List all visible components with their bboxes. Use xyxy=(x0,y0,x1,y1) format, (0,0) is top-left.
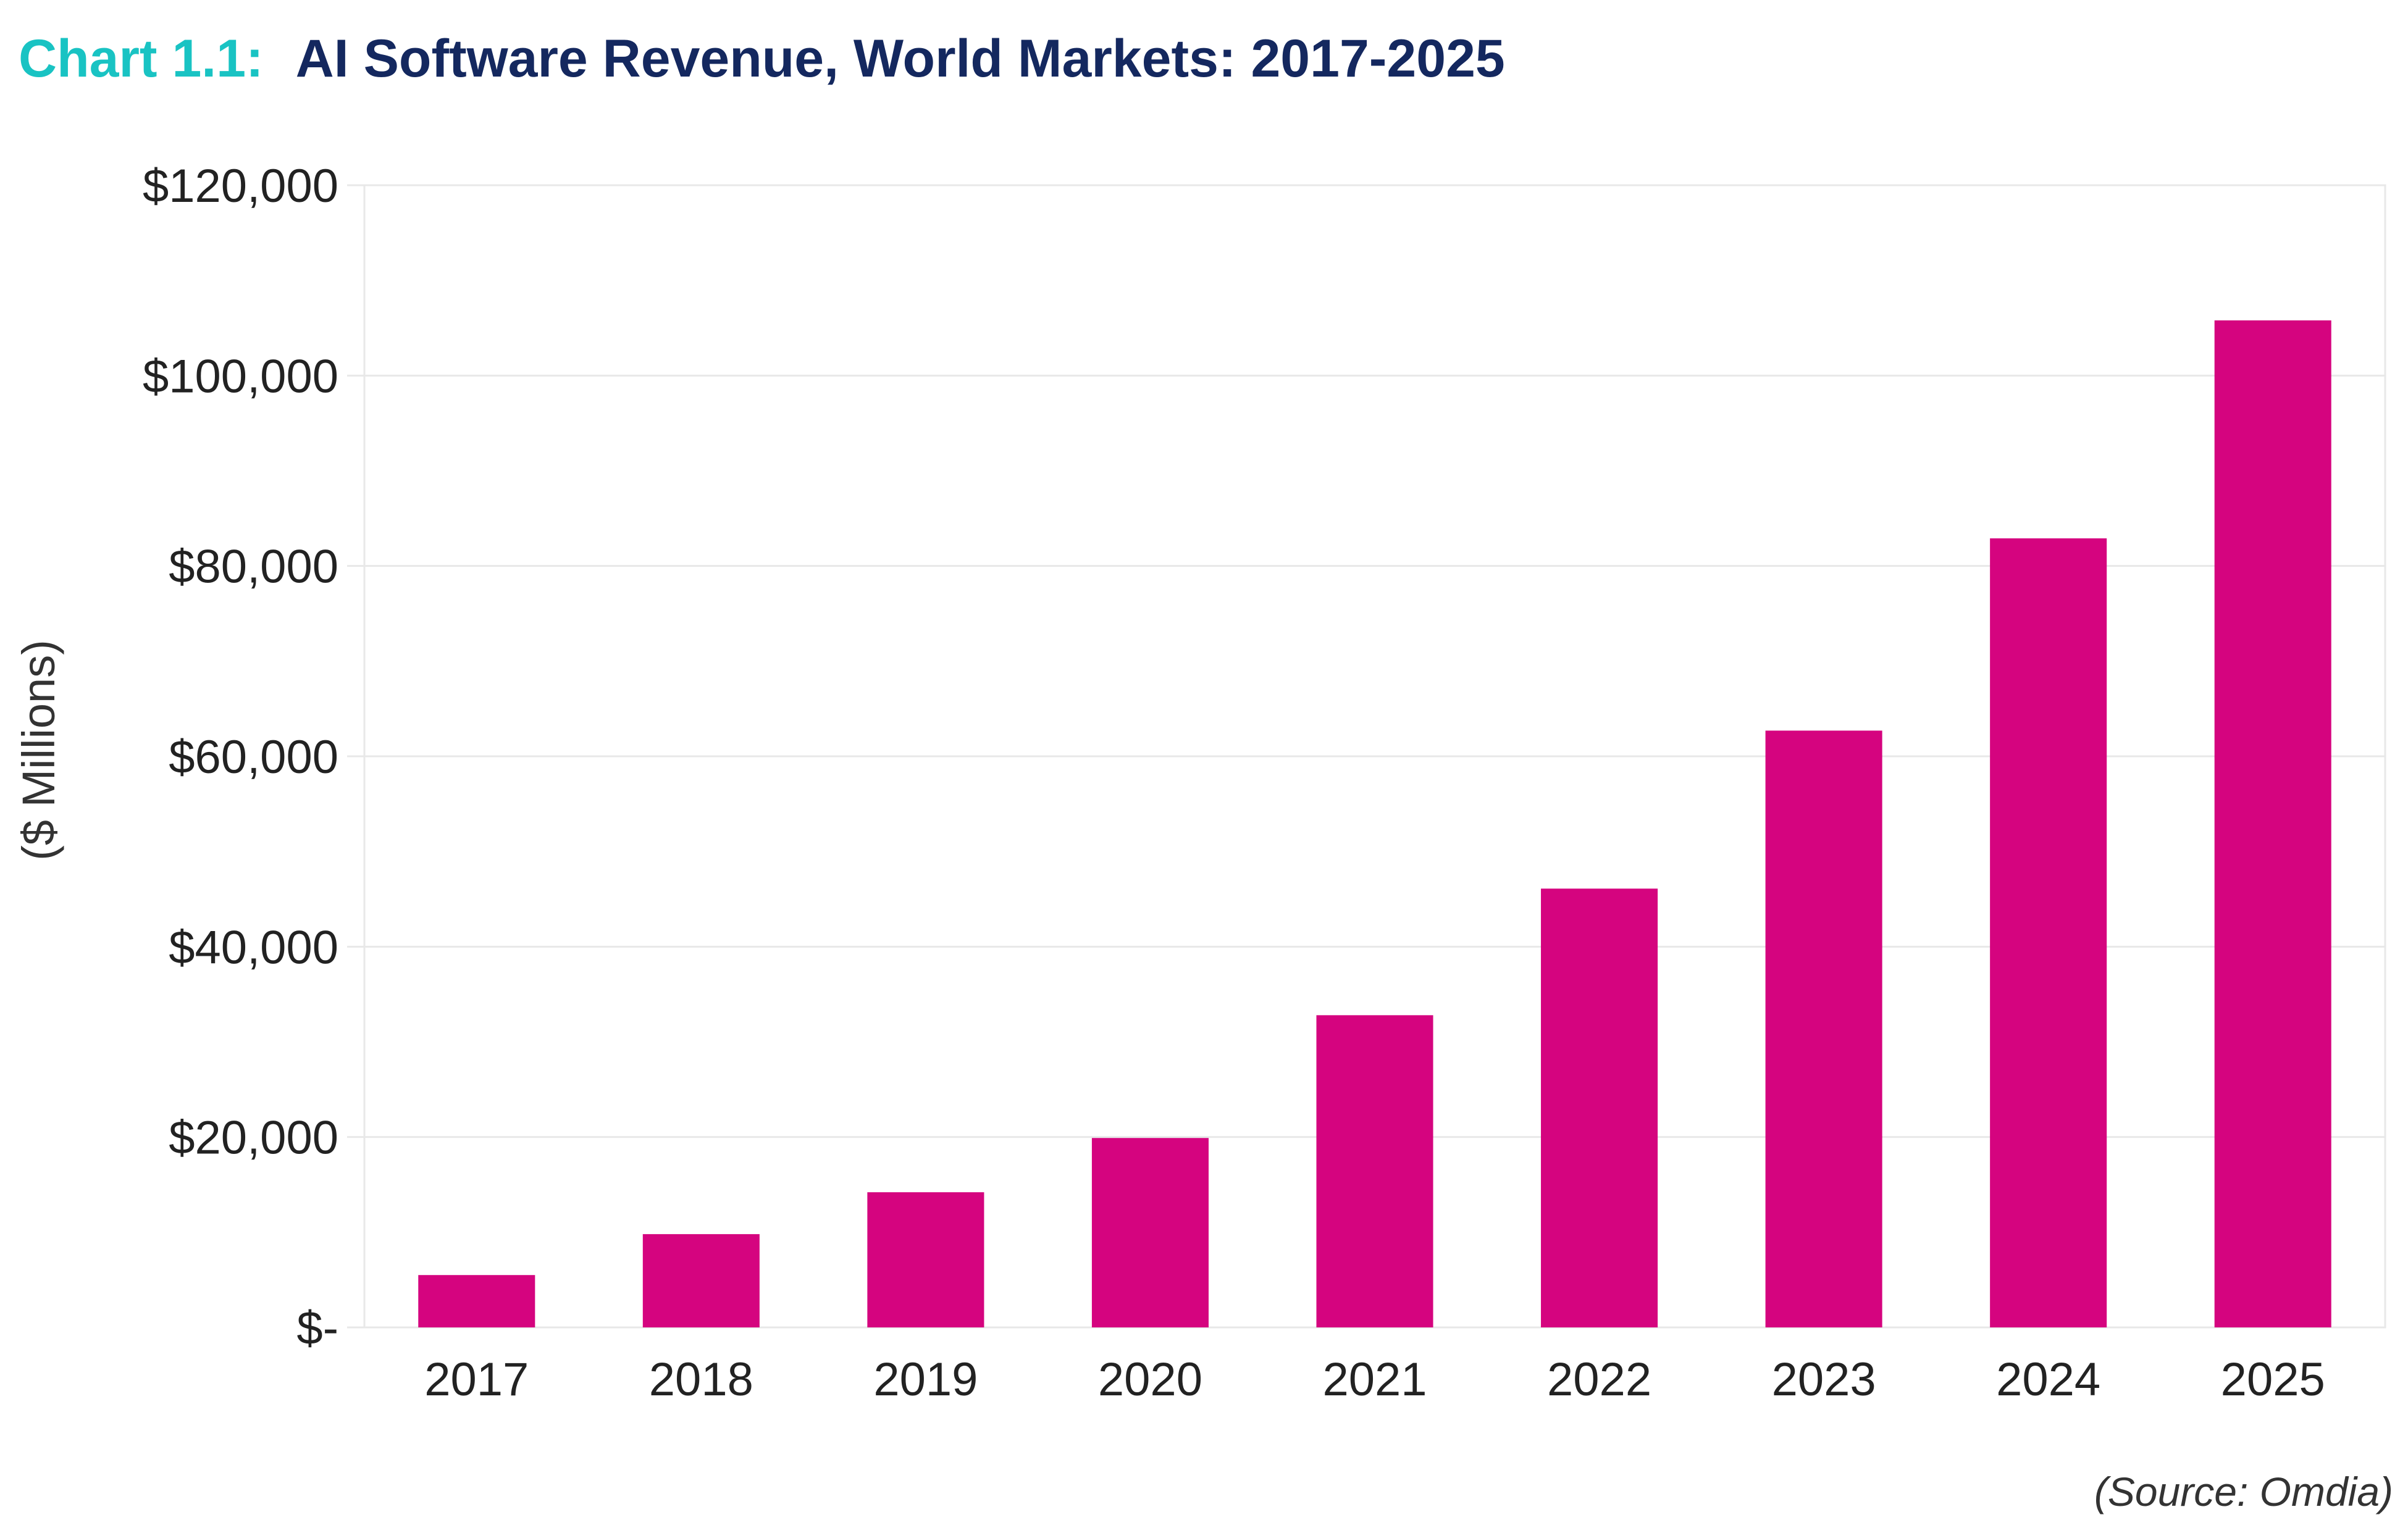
bar-2020 xyxy=(1091,1138,1209,1327)
bar-2018 xyxy=(642,1234,760,1327)
x-tick-label: 2024 xyxy=(1996,1353,2100,1406)
y-tick-label: $100,000 xyxy=(143,350,338,403)
bars xyxy=(418,320,2331,1328)
chart-number-label: Chart 1.1: xyxy=(19,29,264,88)
x-tick-label: 2020 xyxy=(1098,1353,1202,1406)
bar-2021 xyxy=(1316,1015,1433,1327)
y-tick-label: $- xyxy=(296,1302,338,1355)
x-tick-label: 2023 xyxy=(1772,1353,1876,1406)
x-tick-label: 2018 xyxy=(649,1353,753,1406)
y-tick-label: $40,000 xyxy=(169,921,338,974)
y-axis-tick-labels: $- $20,000 $40,000 $60,000 $80,000 $100,000 $1… xyxy=(143,160,338,1355)
bar-2024 xyxy=(1990,538,2107,1328)
y-tick-label: $120,000 xyxy=(143,160,338,212)
y-tick-label: $60,000 xyxy=(169,731,338,783)
bar-2025 xyxy=(2214,320,2331,1327)
y-tick-label: $20,000 xyxy=(169,1112,338,1164)
chart-title-text: AI Software Revenue, World Markets: 2017… xyxy=(295,29,1505,88)
bar-2022 xyxy=(1541,888,1658,1327)
y-axis-title: ($ Millions) xyxy=(13,640,64,861)
x-tick-label: 2021 xyxy=(1322,1353,1427,1406)
y-tick-label: $80,000 xyxy=(169,541,338,593)
bar-2017 xyxy=(418,1275,535,1327)
x-axis-tick-labels: 2017 2018 2019 2020 2021 2022 2023 2024 2025 xyxy=(424,1353,2325,1406)
x-tick-label: 2017 xyxy=(424,1353,529,1406)
x-tick-label: 2025 xyxy=(2221,1353,2325,1406)
chart-title: Chart 1.1: AI Software Revenue, World Mar… xyxy=(19,32,1505,85)
x-tick-label: 2019 xyxy=(873,1353,978,1406)
bar-2023 xyxy=(1765,730,1882,1327)
x-tick-label: 2022 xyxy=(1547,1353,1651,1406)
bar-2019 xyxy=(867,1192,984,1327)
source-note: (Source: Omdia) xyxy=(2094,1469,2393,1514)
